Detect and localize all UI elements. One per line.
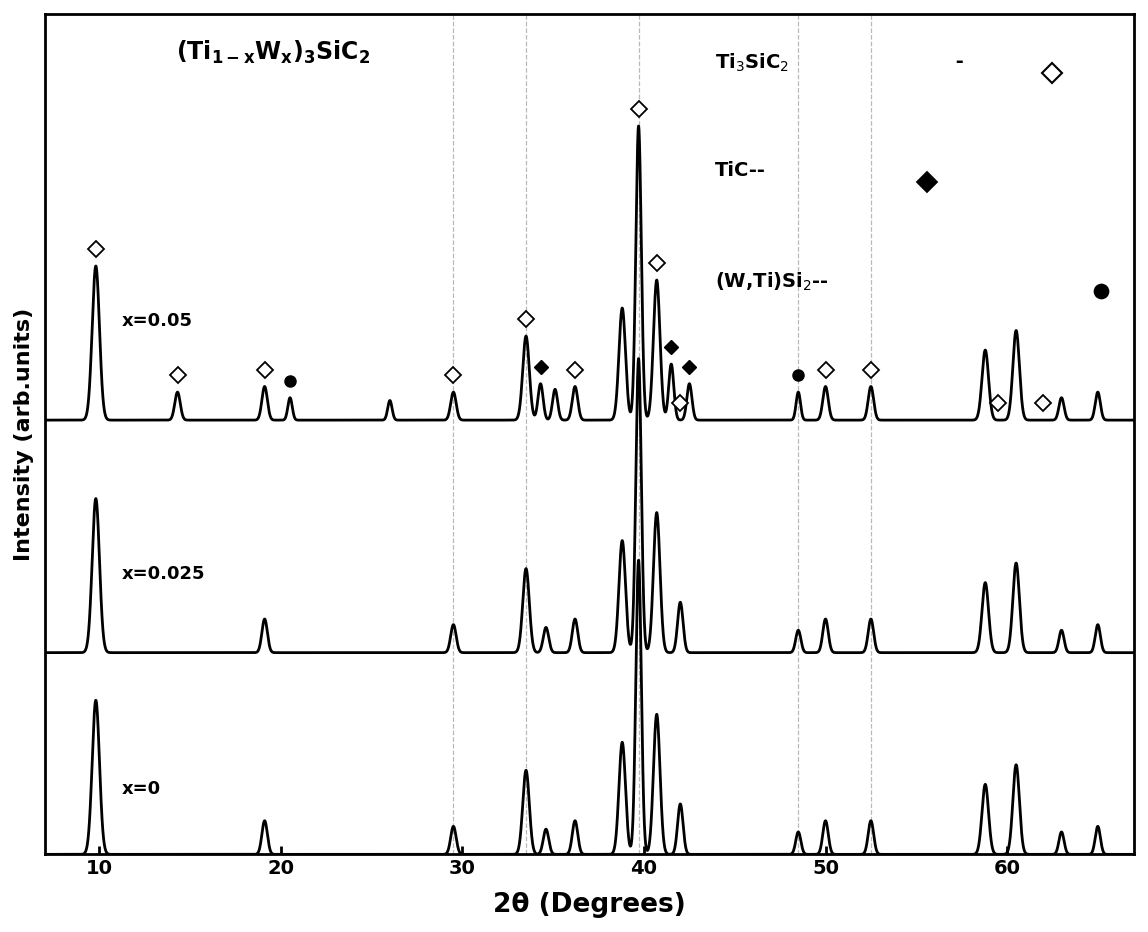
Text: Ti$_3$SiC$_2$: Ti$_3$SiC$_2$ (715, 51, 789, 74)
X-axis label: 2θ (Degrees): 2θ (Degrees) (494, 892, 687, 918)
Text: x=0.025: x=0.025 (122, 565, 204, 582)
Y-axis label: Intensity (arb.units): Intensity (arb.units) (14, 308, 34, 561)
Text: x=0: x=0 (122, 780, 161, 799)
Text: $\mathbf{(Ti_{1-x}W_x)_3SiC_2}$: $\mathbf{(Ti_{1-x}W_x)_3SiC_2}$ (176, 39, 370, 66)
Text: -: - (949, 51, 963, 71)
Text: TiC--: TiC-- (715, 161, 766, 180)
Text: (W,Ti)Si$_2$--: (W,Ti)Si$_2$-- (715, 270, 829, 293)
Text: x=0.05: x=0.05 (122, 312, 192, 331)
